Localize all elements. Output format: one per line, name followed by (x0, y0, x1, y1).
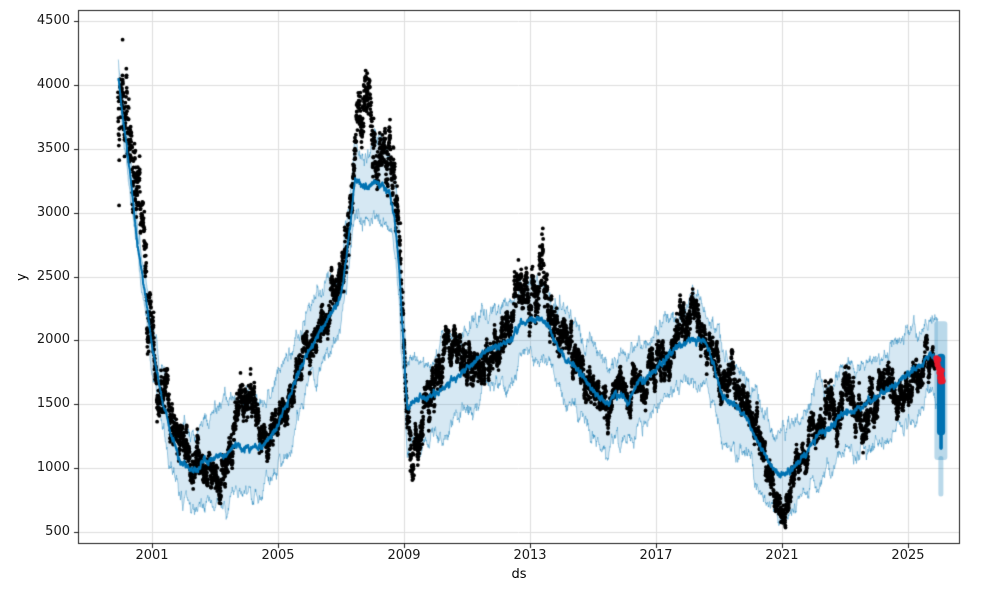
x-axis-title: ds (511, 567, 527, 582)
y-tick-label-1500: 1500 (36, 396, 70, 411)
x-tick-label-2025: 2025 (891, 548, 925, 563)
x-tick-label-2005: 2005 (261, 548, 295, 563)
x-tick-label-2001: 2001 (135, 548, 169, 563)
x-tick-label-2017: 2017 (639, 548, 673, 563)
y-tick-label-2000: 2000 (36, 332, 70, 348)
y-tick-label-3000: 3000 (36, 204, 70, 220)
y-tick-label-1000: 1000 (36, 459, 70, 475)
y-tick-label-500: 500 (45, 523, 70, 539)
y-tick-label-3500: 3500 (36, 140, 70, 156)
x-tick-label-2021: 2021 (765, 548, 799, 563)
y-tick-label-2500: 2500 (36, 268, 70, 284)
x-tick-label-2009: 2009 (387, 548, 421, 563)
x-tick-label-2013: 2013 (513, 548, 547, 563)
y-tick-label-4000: 4000 (36, 77, 70, 93)
y-tick-label-4500: 4500 (36, 13, 70, 29)
